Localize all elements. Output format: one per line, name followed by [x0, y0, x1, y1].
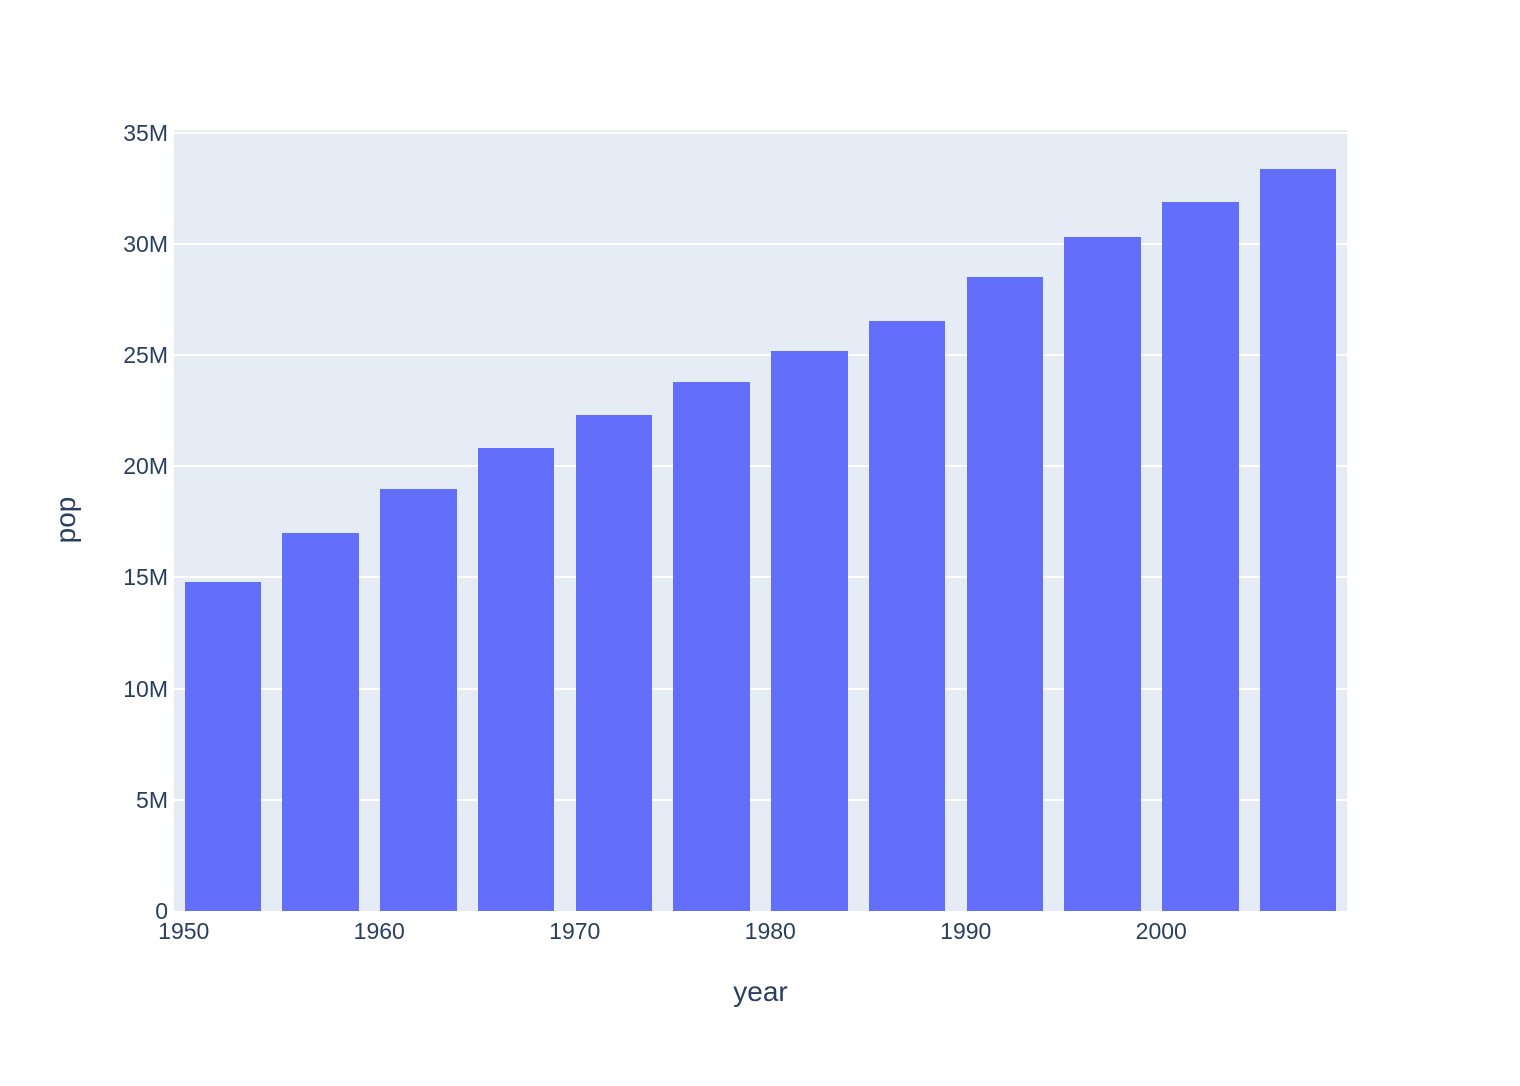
y-tick-label-5M: 5M	[136, 786, 168, 813]
bar-2002[interactable]	[1162, 201, 1239, 911]
bar-1967[interactable]	[477, 448, 555, 911]
plot-area[interactable]	[174, 130, 1347, 911]
gridline-y-5M	[174, 798, 1347, 801]
gridline-y-10M	[174, 687, 1347, 690]
bar-1982[interactable]	[771, 350, 848, 911]
x-tick-label-1950: 1950	[158, 918, 210, 944]
bar-2007[interactable]	[1259, 168, 1337, 911]
x-tick-label-1970: 1970	[549, 918, 601, 944]
bar-1972[interactable]	[575, 415, 653, 911]
x-tick-label-1960: 1960	[353, 918, 405, 944]
gridline-y-20M	[174, 465, 1347, 468]
y-axis-title: pop	[50, 496, 81, 544]
bar-1997[interactable]	[1064, 237, 1141, 911]
gridline-y-30M	[174, 242, 1347, 245]
y-tick-label-15M: 15M	[123, 564, 168, 591]
y-tick-label-0: 0	[155, 898, 168, 924]
x-tick-label-1980: 1980	[744, 918, 796, 944]
y-tick-label-20M: 20M	[123, 453, 168, 480]
bar-1962[interactable]	[380, 488, 457, 911]
bar-1957[interactable]	[282, 532, 359, 911]
bar-1987[interactable]	[868, 320, 946, 911]
y-tick-label-35M: 35M	[123, 119, 168, 146]
y-tick-label-10M: 10M	[123, 675, 168, 702]
gridline-y-35M	[174, 131, 1347, 134]
gridline-y-25M	[174, 354, 1347, 357]
gridline-y-15M	[174, 576, 1347, 579]
bar-1977[interactable]	[673, 381, 750, 911]
x-tick-label-1990: 1990	[940, 918, 992, 944]
x-tick-label-2000: 2000	[1135, 918, 1187, 944]
x-axis-title: year	[733, 976, 788, 1007]
y-tick-label-25M: 25M	[123, 342, 168, 369]
y-tick-label-30M: 30M	[123, 230, 168, 257]
bar-1952[interactable]	[184, 582, 262, 911]
bar-1992[interactable]	[966, 276, 1044, 911]
